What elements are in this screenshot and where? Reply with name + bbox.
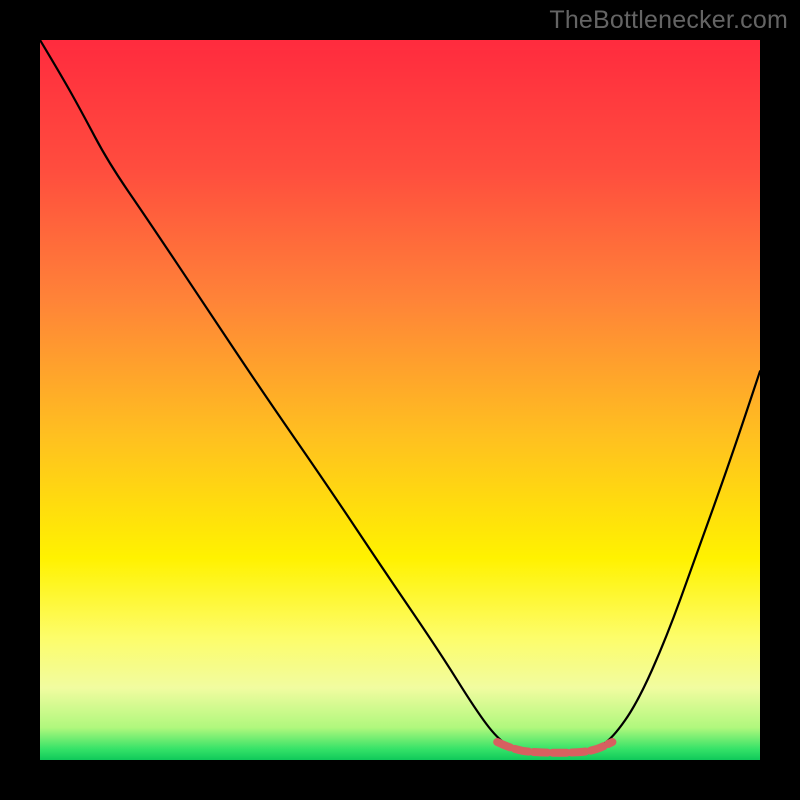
- chart-container: TheBottlenecker.com: [0, 0, 800, 800]
- plot-area: [40, 40, 760, 760]
- watermark-text: TheBottlenecker.com: [549, 6, 788, 35]
- gradient-background: [40, 40, 760, 760]
